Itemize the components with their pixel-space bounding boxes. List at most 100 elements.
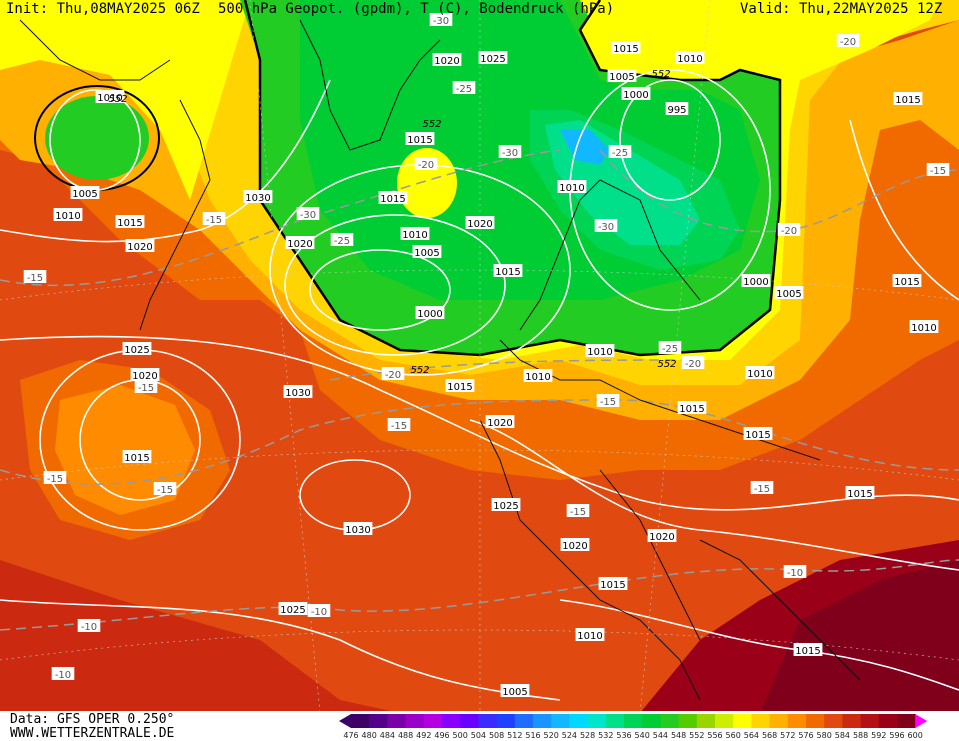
legend-tick-label: 500: [453, 731, 468, 740]
isotherm-label: -15: [387, 418, 411, 432]
legend-swatch: [442, 714, 461, 728]
temperature-labels: -20-25-20-30 -25-30-25-15-15-30 -20-15-20-…: [23, 13, 950, 681]
isobar-label: 1010: [585, 344, 615, 358]
legend-tick-label: 508: [489, 731, 504, 740]
geopotential-fill-584b: [760, 560, 959, 713]
isobar-label: 1015: [122, 450, 152, 464]
legend-tick-label: 532: [598, 731, 613, 740]
legend-tick-label: 496: [434, 731, 449, 740]
valid-time: Valid: Thu,22MAY2025 12Z: [740, 1, 943, 17]
isobar-label-text: 1020: [434, 56, 459, 67]
isotherm-label: -15: [202, 212, 226, 226]
legend-tick-label: 488: [398, 731, 413, 740]
isobar-label-text: 1000: [623, 90, 648, 101]
map-header: Init: Thu,08MAY2025 06Z 500 hPa Geopot. …: [0, 0, 959, 20]
legend-swatch: [369, 714, 388, 728]
legend-tick-label: 536: [616, 731, 631, 740]
isobar-label: 1015: [743, 427, 773, 441]
isobar-label-text: 1010: [97, 93, 122, 104]
legend-tick-label: 560: [726, 731, 741, 740]
legend-swatch: [605, 714, 625, 728]
isobar-label-text: 1005: [609, 72, 634, 83]
legend-swatch: [787, 714, 807, 728]
isobar-label: 1005: [500, 684, 530, 698]
height-contour-label: 552: [108, 94, 127, 105]
isotherm-label-text: -10: [787, 568, 803, 579]
cutoff-low-west-552: [45, 96, 149, 180]
height-contour-label: 552: [657, 359, 676, 370]
isobar-label: 1015: [598, 577, 628, 591]
isobar-label-text: 1015: [745, 430, 770, 441]
isobar-label: 1015: [793, 643, 823, 657]
isobar-label-text: 1015: [124, 453, 149, 464]
isobar-label: 1025: [278, 602, 308, 616]
legend-swatch: [733, 714, 752, 728]
isobar-label: 1030: [243, 190, 273, 204]
contour-552: [243, 0, 782, 357]
isobar-label: 1020: [465, 216, 495, 230]
pressure-labels: 1010 1005 1010 1015 1020 1030 1020 1025 1020 1015…: [53, 41, 939, 698]
legend-swatch: [751, 714, 771, 728]
isobar-label-text: 1015: [895, 95, 920, 106]
isobar-label: 1005: [607, 69, 637, 83]
legend-swatch: [678, 714, 698, 728]
isotherm-label-text: -15: [754, 484, 770, 495]
isobar-label: 1020: [125, 239, 155, 253]
coastlines: [19, 19, 861, 701]
height-contour-label: 552: [410, 365, 429, 376]
isobar-label-text: 1010: [559, 183, 584, 194]
legend-swatch: [860, 714, 880, 728]
legend-tick-label: 552: [689, 731, 704, 740]
legend-tick-label: 548: [671, 731, 686, 740]
isobar-label: 1005: [412, 245, 442, 259]
isobar-label-text: 1010: [747, 369, 772, 380]
isotherm-label: -25: [608, 145, 632, 159]
legend-swatch: [897, 714, 916, 728]
isobar-label-text: 1015: [795, 646, 820, 657]
legend-swatch: [842, 714, 862, 728]
isotherm-label: -15: [43, 471, 67, 485]
isotherm-label-text: -20: [385, 370, 401, 381]
isotherm-label: -15: [596, 394, 620, 408]
isotherm-label-text: -20: [781, 226, 797, 237]
legend-tick-label: 588: [853, 731, 868, 740]
legend-tick-label: 544: [653, 731, 668, 740]
isobar-label-text: 1025: [280, 605, 305, 616]
isotherm-label-text: -15: [157, 485, 173, 496]
isotherm-label-text: -25: [334, 236, 350, 247]
isotherm-label: -20: [836, 34, 860, 48]
isobar-label: 1010: [53, 208, 83, 222]
isotherm-label-text: -30: [502, 148, 518, 159]
isobar-label: 1030: [283, 385, 313, 399]
isobar-label-text: 1020: [649, 532, 674, 543]
legend-swatch: [351, 714, 370, 728]
isobar-label-text: 1005: [776, 289, 801, 300]
isotherm-label-text: -15: [600, 397, 616, 408]
legend-tick-label: 596: [889, 731, 904, 740]
legend-swatch: [569, 714, 589, 728]
isotherm-label: -30: [429, 13, 453, 27]
isobar-label-text: 1015: [847, 489, 872, 500]
isobar-label: 1000: [741, 274, 771, 288]
geopotential-fill-584: [0, 560, 400, 713]
isobar-label-text: 1005: [502, 687, 527, 698]
isobar-label: 1010: [95, 90, 125, 104]
isobar-label-text: 1025: [480, 54, 505, 65]
isobar-label-text: 1015: [447, 382, 472, 393]
legend-swatch: [715, 714, 734, 728]
isobar-label-text: 1015: [380, 194, 405, 205]
legend-swatch: [405, 714, 425, 728]
map-title: 500 hPa Geopot. (gpdm), T (C), Bodendruc…: [218, 1, 615, 17]
height-contour-label: 552: [422, 119, 441, 130]
height-contour-label: 552: [651, 69, 670, 80]
isobar-label: 1010: [523, 369, 553, 383]
legend-tick-label: 492: [416, 731, 431, 740]
legend-tick-label: 504: [471, 731, 486, 740]
legend-tick-label: 484: [380, 731, 395, 740]
isobar-label: 1020: [647, 529, 677, 543]
isobar-label: 1010: [909, 320, 939, 334]
isobar-label-text: 1015: [117, 218, 142, 229]
geopotential-fill-560: [0, 0, 250, 200]
isotherm-label: -30: [498, 145, 522, 159]
isotherm-label: -15: [153, 482, 177, 496]
